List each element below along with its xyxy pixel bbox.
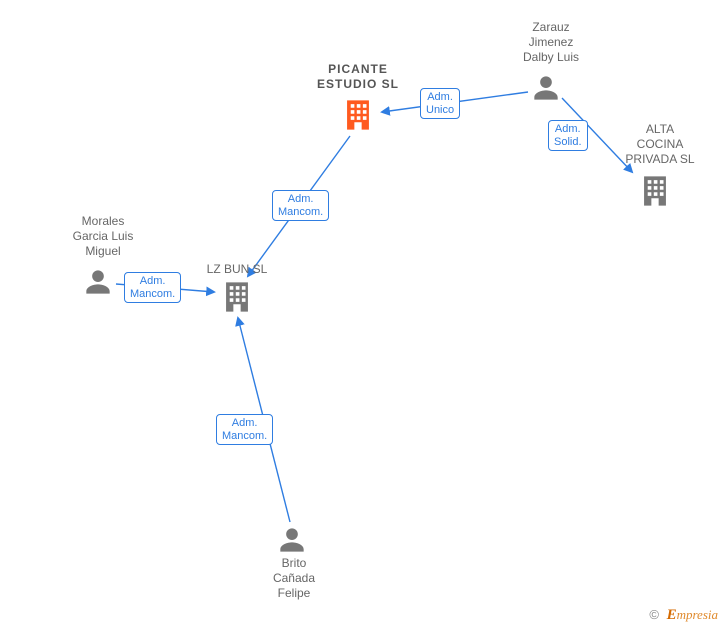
person-icon — [278, 526, 306, 554]
edge-label: Adm. Mancom. — [216, 414, 273, 445]
node-picante[interactable]: PICANTE ESTUDIO SL — [298, 62, 418, 92]
edge-label: Adm. Mancom. — [124, 272, 181, 303]
node-label: Zarauz Jimenez Dalby Luis — [506, 20, 596, 65]
building-icon — [640, 174, 670, 208]
node-alta[interactable]: ALTA COCINA PRIVADA SL — [610, 122, 710, 167]
edge-label: Adm. Unico — [420, 88, 460, 119]
node-morales[interactable]: Morales Garcia Luis Miguel — [58, 214, 148, 259]
node-label: ALTA COCINA PRIVADA SL — [610, 122, 710, 167]
edge-label: Adm. Mancom. — [272, 190, 329, 221]
node-brito[interactable]: Brito Cañada Felipe — [254, 556, 334, 601]
person-icon — [532, 74, 560, 102]
node-lzbun[interactable]: LZ BUN SL — [192, 262, 282, 277]
person-icon — [84, 268, 112, 296]
node-label: Morales Garcia Luis Miguel — [58, 214, 148, 259]
node-zarauz[interactable]: Zarauz Jimenez Dalby Luis — [506, 20, 596, 65]
building-icon — [343, 98, 373, 132]
brand-name: Empresia — [667, 607, 718, 622]
node-label: LZ BUN SL — [192, 262, 282, 277]
diagram-edges — [0, 0, 728, 630]
edge-label: Adm. Solid. — [548, 120, 588, 151]
node-label: Brito Cañada Felipe — [254, 556, 334, 601]
watermark: © Empresia — [649, 607, 718, 624]
node-label: PICANTE ESTUDIO SL — [298, 62, 418, 92]
building-icon — [222, 280, 252, 314]
copyright-symbol: © — [649, 607, 659, 622]
